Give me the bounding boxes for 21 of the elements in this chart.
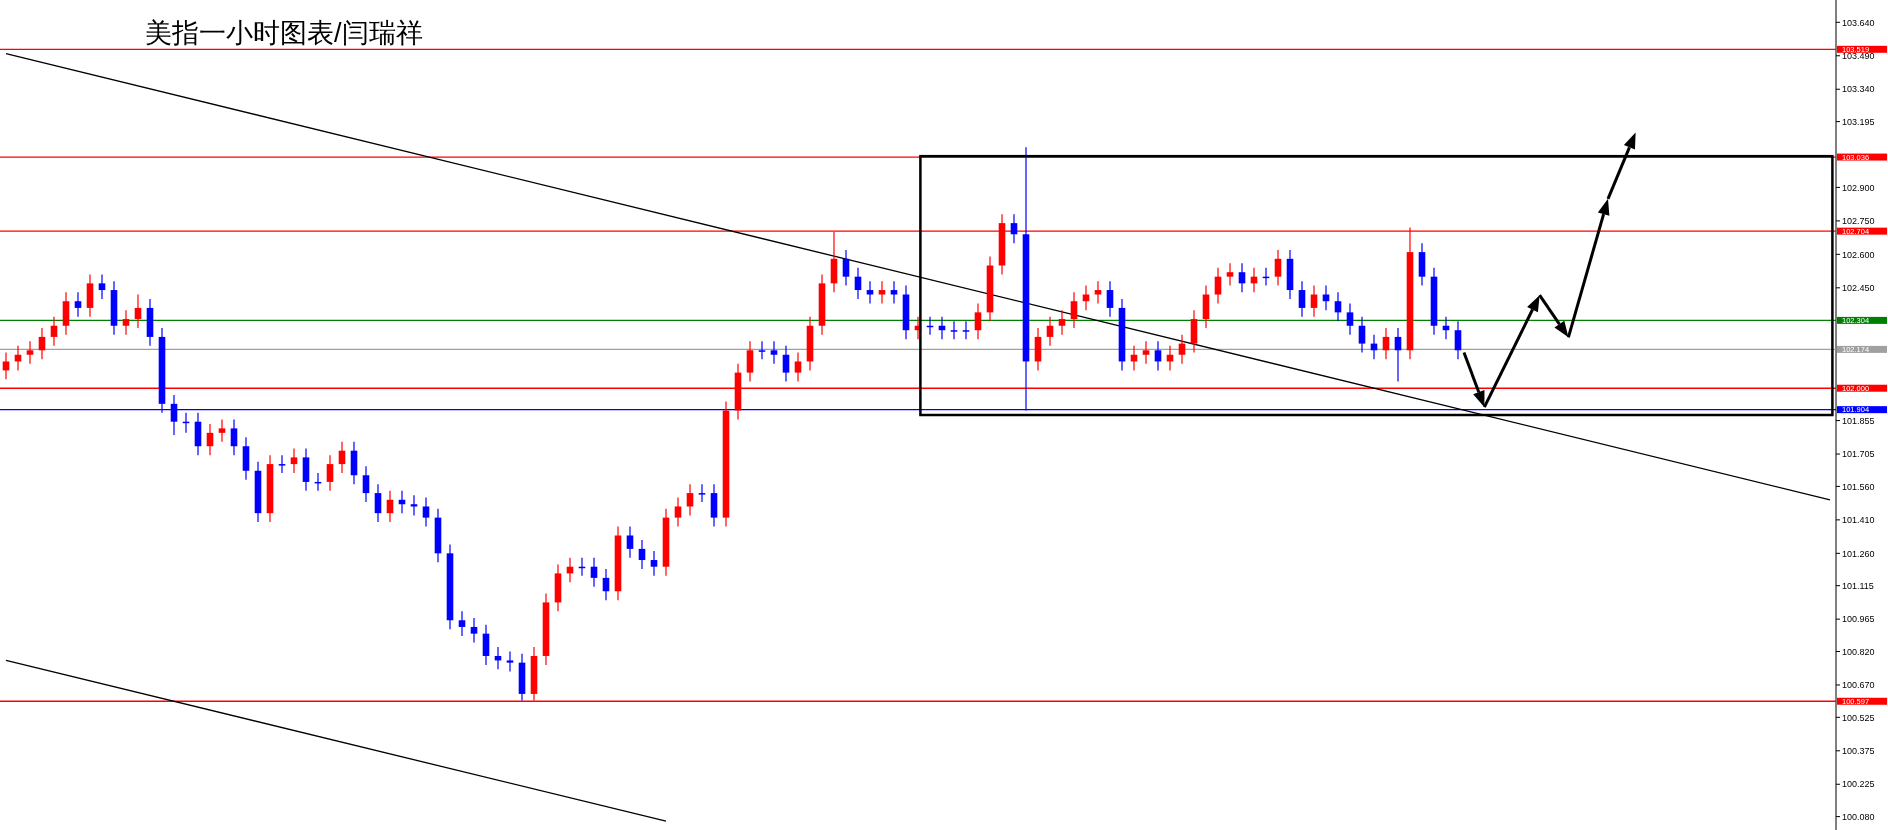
y-tick-label: 103.195 — [1842, 116, 1875, 127]
y-tick-label: 100.965 — [1842, 614, 1875, 625]
y-tick-label: 101.260 — [1842, 548, 1875, 559]
y-tick-label: 100.375 — [1842, 745, 1875, 756]
y-tick-label: 100.080 — [1842, 811, 1875, 822]
y-tick-label: 101.855 — [1842, 415, 1875, 426]
y-tick-label: 101.705 — [1842, 449, 1875, 460]
y-tick-label: 101.410 — [1842, 515, 1875, 526]
y-tick-label: 101.560 — [1842, 481, 1875, 492]
y-tick-label: 103.340 — [1842, 84, 1875, 95]
y-tick-label: 102.750 — [1842, 216, 1875, 227]
y-tick-label: 102.900 — [1842, 182, 1875, 193]
text: 美指一小时图表/闫瑞祥 — [145, 18, 423, 48]
y-tick-label: 100.225 — [1842, 779, 1875, 790]
y-tick-label: 102.450 — [1842, 283, 1875, 294]
y-tick-label: 100.820 — [1842, 646, 1875, 657]
y-tick-label: 103.640 — [1842, 17, 1875, 28]
y-tick-label: 100.670 — [1842, 680, 1875, 691]
y-tick-label: 102.600 — [1842, 249, 1875, 260]
y-tick-label: 101.115 — [1842, 580, 1874, 591]
y-tick-label: 100.525 — [1842, 712, 1875, 723]
